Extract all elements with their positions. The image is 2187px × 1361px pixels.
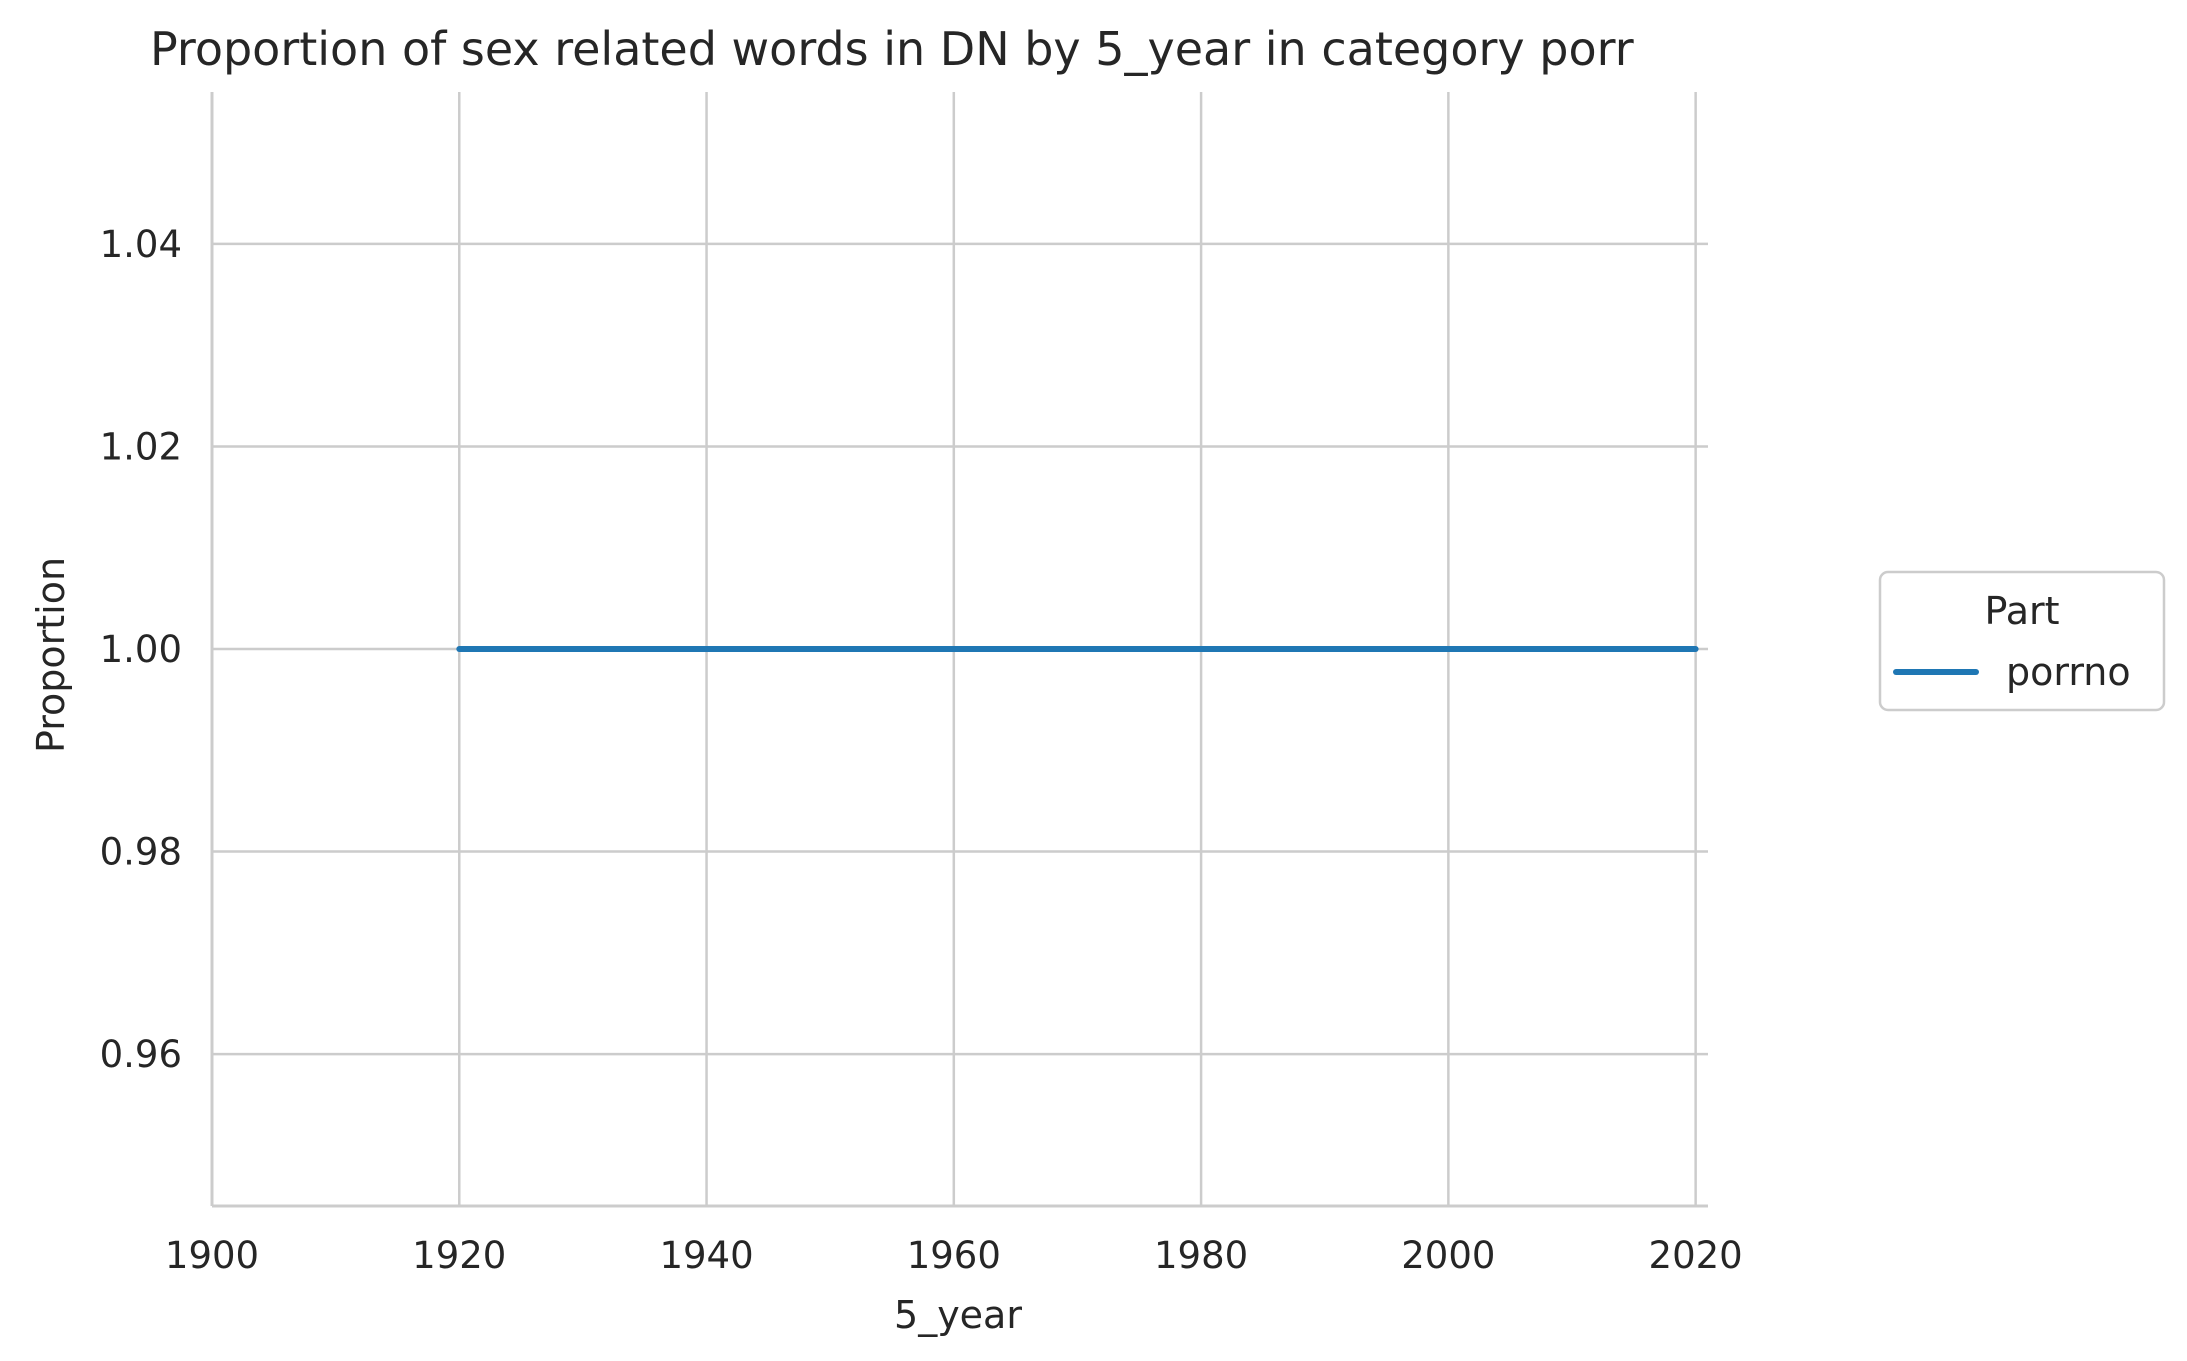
x-tick-label: 1980 xyxy=(1154,1234,1248,1277)
y-tick-label: 1.04 xyxy=(100,223,182,266)
x-axis-ticks: 1900 1920 1940 1960 1980 2000 2020 xyxy=(165,1234,1743,1277)
y-tick-label: 0.98 xyxy=(100,831,182,874)
legend-box xyxy=(1878,570,2166,712)
legend-title: Part xyxy=(1984,589,2059,633)
x-tick-label: 1900 xyxy=(165,1234,259,1277)
y-tick-label: 0.96 xyxy=(100,1033,182,1076)
legend-label: porrno xyxy=(2006,650,2131,694)
legend: Part porrno xyxy=(1878,570,2166,712)
x-tick-label: 2020 xyxy=(1649,1234,1743,1277)
x-tick-label: 1940 xyxy=(659,1234,753,1277)
y-axis-ticks: 0.96 0.98 1.00 1.02 1.04 xyxy=(100,223,182,1076)
y-tick-label: 1.02 xyxy=(100,425,182,468)
chart-title: Proportion of sex related words in DN by… xyxy=(150,22,1634,76)
y-axis-label: Proportion xyxy=(29,557,73,753)
x-tick-label: 1920 xyxy=(412,1234,506,1277)
x-axis-label: 5_year xyxy=(894,1293,1022,1337)
axes-spines xyxy=(210,92,1708,1208)
x-tick-label: 1960 xyxy=(907,1234,1001,1277)
y-tick-label: 1.00 xyxy=(100,628,182,671)
x-tick-label: 2000 xyxy=(1401,1234,1495,1277)
legend-entries: porrno xyxy=(1893,650,2131,694)
